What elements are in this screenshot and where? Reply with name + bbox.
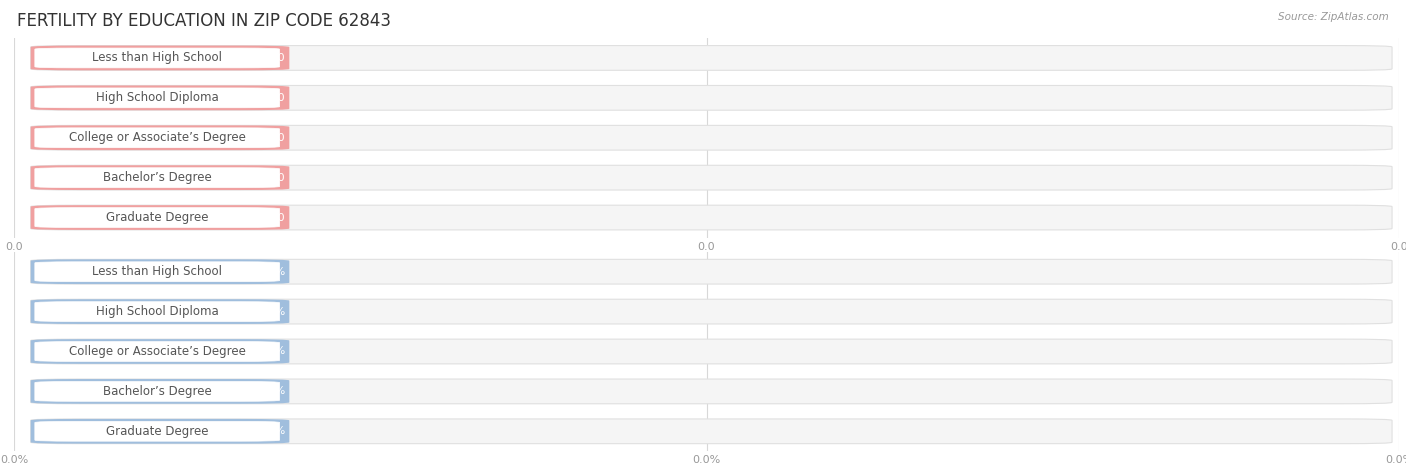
FancyBboxPatch shape	[31, 419, 290, 444]
Text: College or Associate’s Degree: College or Associate’s Degree	[69, 345, 246, 358]
FancyBboxPatch shape	[35, 262, 280, 282]
Text: 0.0: 0.0	[267, 172, 285, 183]
FancyBboxPatch shape	[35, 128, 280, 148]
Text: 0.0: 0.0	[267, 133, 285, 143]
FancyBboxPatch shape	[31, 46, 1392, 70]
FancyBboxPatch shape	[31, 379, 290, 404]
Text: 0.0%: 0.0%	[257, 346, 285, 357]
FancyBboxPatch shape	[31, 205, 290, 230]
Text: 0.0: 0.0	[267, 212, 285, 223]
Text: Less than High School: Less than High School	[93, 51, 222, 65]
FancyBboxPatch shape	[35, 342, 280, 361]
Text: 0.0%: 0.0%	[257, 426, 285, 437]
FancyBboxPatch shape	[31, 205, 1392, 230]
Text: Less than High School: Less than High School	[93, 265, 222, 278]
FancyBboxPatch shape	[31, 299, 290, 324]
FancyBboxPatch shape	[35, 381, 280, 401]
Text: High School Diploma: High School Diploma	[96, 91, 218, 104]
Text: College or Associate’s Degree: College or Associate’s Degree	[69, 131, 246, 144]
FancyBboxPatch shape	[31, 165, 1392, 190]
FancyBboxPatch shape	[35, 88, 280, 108]
Text: Source: ZipAtlas.com: Source: ZipAtlas.com	[1278, 12, 1389, 22]
Text: Bachelor’s Degree: Bachelor’s Degree	[103, 385, 212, 398]
FancyBboxPatch shape	[31, 86, 290, 110]
Text: Bachelor’s Degree: Bachelor’s Degree	[103, 171, 212, 184]
FancyBboxPatch shape	[31, 86, 1392, 110]
FancyBboxPatch shape	[31, 419, 1392, 444]
FancyBboxPatch shape	[35, 48, 280, 68]
FancyBboxPatch shape	[31, 339, 290, 364]
Text: 0.0: 0.0	[267, 53, 285, 63]
Text: Graduate Degree: Graduate Degree	[105, 425, 208, 438]
Text: 0.0%: 0.0%	[257, 386, 285, 397]
Text: 0.0%: 0.0%	[257, 266, 285, 277]
FancyBboxPatch shape	[35, 208, 280, 228]
Text: 0.0%: 0.0%	[257, 306, 285, 317]
FancyBboxPatch shape	[31, 379, 1392, 404]
FancyBboxPatch shape	[31, 165, 290, 190]
Text: High School Diploma: High School Diploma	[96, 305, 218, 318]
FancyBboxPatch shape	[35, 421, 280, 441]
FancyBboxPatch shape	[31, 125, 290, 150]
FancyBboxPatch shape	[31, 339, 1392, 364]
Text: 0.0: 0.0	[267, 93, 285, 103]
FancyBboxPatch shape	[31, 299, 1392, 324]
FancyBboxPatch shape	[35, 302, 280, 322]
FancyBboxPatch shape	[31, 259, 1392, 284]
FancyBboxPatch shape	[31, 46, 290, 70]
Text: Graduate Degree: Graduate Degree	[105, 211, 208, 224]
FancyBboxPatch shape	[35, 168, 280, 188]
FancyBboxPatch shape	[31, 259, 290, 284]
FancyBboxPatch shape	[31, 125, 1392, 150]
Text: FERTILITY BY EDUCATION IN ZIP CODE 62843: FERTILITY BY EDUCATION IN ZIP CODE 62843	[17, 12, 391, 30]
